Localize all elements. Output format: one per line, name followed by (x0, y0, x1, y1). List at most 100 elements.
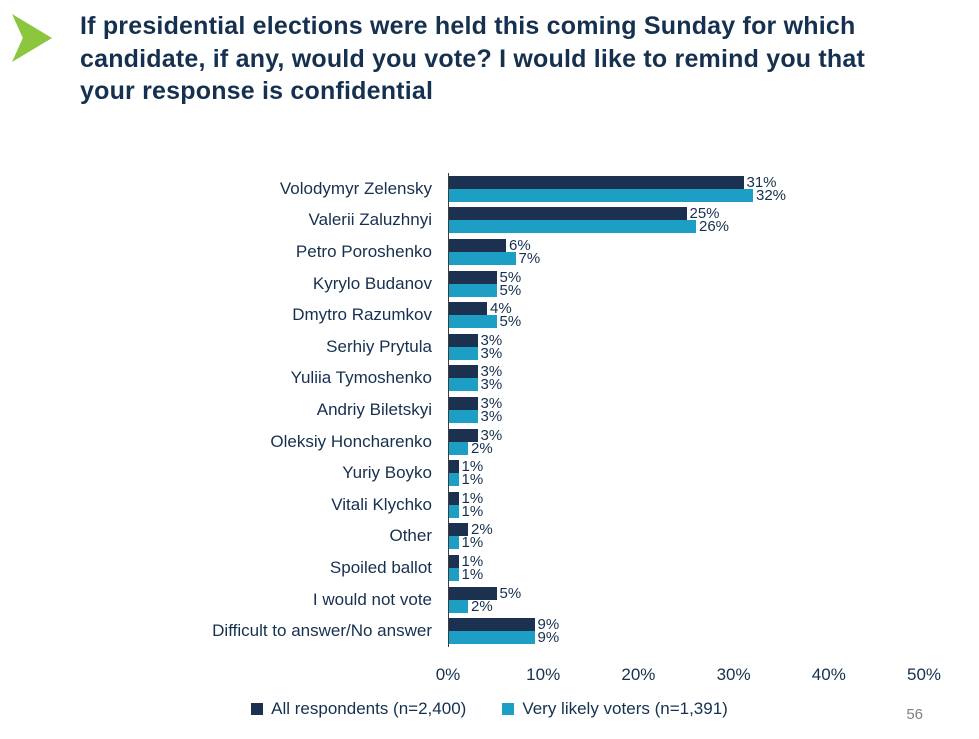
bar-value-label: 2% (471, 439, 493, 457)
bar-all-respondents (449, 238, 506, 252)
category-label: Yuriy Boyko (342, 463, 432, 483)
bar-group: 9% 9% (448, 615, 924, 647)
bar-group: 1% 1% (448, 457, 924, 489)
bar-line: 26% (449, 218, 924, 236)
bar-line: 2% (449, 522, 924, 537)
chart-row: Other 2% 1% (0, 520, 979, 553)
chart-row: Yuriy Boyko 1% 1% (0, 457, 979, 489)
bar-value-label: 3% (480, 344, 503, 362)
bar-value-label: 9% (537, 629, 560, 647)
bar-value-label: 2% (471, 597, 493, 615)
bar-line: 1% (449, 472, 924, 487)
bar-line: 5% (449, 283, 924, 298)
bar-value-label: 1% (461, 552, 484, 570)
bar-line: 1% (449, 567, 924, 582)
category-label: Difficult to answer/No answer (212, 621, 432, 641)
bar-all-respondents (449, 302, 487, 316)
bar-very-likely-voters (449, 536, 459, 550)
legend-swatch-icon (502, 702, 515, 715)
bar-line: 9% (449, 617, 924, 632)
bar-very-likely-voters (449, 188, 753, 202)
bar-all-respondents (449, 175, 744, 189)
bar-group: 3% 3% (448, 330, 924, 363)
chart-row: Dmytro Razumkov 4% 5% (0, 299, 979, 331)
x-axis-tick: 40% (811, 664, 846, 684)
bar-line: 1% (449, 502, 924, 520)
bar-value-label: 4% (490, 300, 512, 318)
bar-value-label: 3% (480, 331, 503, 349)
chart-row: Volodymyr Zelensky 31% 32% (0, 173, 979, 205)
chart-row: Difficult to answer/No answer 9% 9% (0, 615, 979, 647)
bar-group: 3% 3% (448, 394, 924, 426)
legend-label: Very likely voters (n=1,391) (522, 698, 728, 718)
bar-group: 3% 2% (448, 425, 924, 458)
chart-title: If presidential elections were held this… (80, 12, 866, 105)
x-axis-tick: 0% (435, 664, 461, 684)
bar-line: 1% (449, 491, 924, 506)
bar-line: 32% (449, 186, 924, 204)
bar-all-respondents (449, 586, 497, 600)
bar-very-likely-voters (449, 283, 497, 297)
legend: All respondents (n=2,400) Very likely vot… (0, 699, 979, 719)
category-label: Vitali Klychko (331, 494, 432, 514)
bar-very-likely-voters (449, 631, 535, 645)
category-label: Valerii Zaluzhnyi (308, 210, 432, 230)
bar-line: 6% (449, 236, 924, 254)
bar-group: 2% 1% (448, 520, 924, 553)
bar-value-label: 1% (461, 458, 484, 476)
legend-swatch-icon (251, 702, 264, 715)
bar-line: 5% (449, 270, 924, 285)
bar-line: 3% (449, 428, 924, 443)
bar-value-label: 6% (509, 236, 531, 254)
category-label: Dmytro Razumkov (292, 305, 432, 325)
bar-chart: Volodymyr Zelensky 31% 32% Valerii Zaluzhny… (0, 173, 979, 719)
category-label: Andriy Biletskyi (316, 399, 432, 419)
bar-value-label: 1% (461, 534, 484, 552)
bar-very-likely-voters (449, 346, 478, 360)
bar-line: 3% (449, 377, 924, 392)
bar-very-likely-voters (449, 441, 468, 455)
bar-value-label: 25% (689, 205, 720, 223)
slide-header: If presidential elections were held this… (12, 10, 905, 108)
bar-all-respondents (449, 396, 478, 410)
x-axis-tick: 30% (716, 664, 751, 684)
bar-all-respondents (449, 428, 478, 442)
category-label: Other (389, 526, 432, 546)
bar-group: 4% 5% (448, 299, 924, 331)
chart-row: Kyrylo Budanov 5% 5% (0, 267, 979, 300)
category-label: Serhiy Prytula (326, 336, 432, 356)
bar-value-label: 26% (699, 218, 730, 236)
bar-group: 5% 5% (448, 267, 924, 300)
bar-value-label: 3% (480, 407, 503, 425)
chart-rows: Volodymyr Zelensky 31% 32% Valerii Zaluzhny… (0, 173, 979, 647)
bar-group: 31% 32% (448, 173, 924, 205)
chart-row: Andriy Biletskyi 3% 3% (0, 394, 979, 426)
legend-item: All respondents (n=2,400) (251, 699, 466, 719)
bar-all-respondents (449, 554, 459, 568)
bar-line: 4% (449, 300, 924, 318)
category-label: I would not vote (312, 589, 432, 609)
legend-item: Very likely voters (n=1,391) (502, 699, 728, 719)
bar-line: 3% (449, 364, 924, 379)
bar-line: 9% (449, 629, 924, 647)
bar-very-likely-voters (449, 409, 478, 423)
bar-all-respondents (449, 333, 478, 347)
bar-line: 3% (449, 344, 924, 362)
bar-group: 25% 26% (448, 204, 924, 237)
x-axis-tick: 10% (526, 664, 561, 684)
bar-value-label: 32% (756, 186, 787, 204)
x-axis: 0% 10% 20% 30% 40% 50% (436, 664, 941, 687)
bar-value-label: 1% (461, 502, 484, 520)
category-label: Yuliia Tymoshenko (290, 368, 432, 388)
category-label: Volodymyr Zelensky (279, 178, 432, 198)
bar-very-likely-voters (449, 473, 459, 487)
bar-line: 2% (449, 597, 924, 615)
bar-all-respondents (449, 618, 535, 632)
bar-line: 1% (449, 552, 924, 570)
bar-value-label: 5% (499, 584, 522, 602)
bar-line: 1% (449, 458, 924, 476)
chart-row: I would not vote 5% 2% (0, 583, 979, 616)
bar-all-respondents (449, 270, 497, 284)
bar-very-likely-voters (449, 220, 696, 234)
